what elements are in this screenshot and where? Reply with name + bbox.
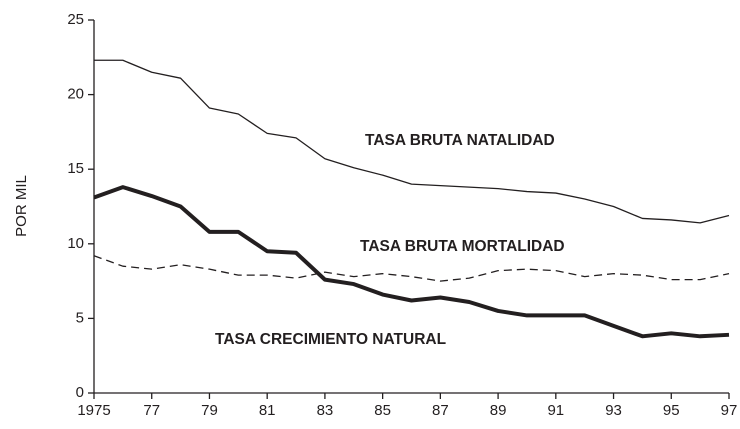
x-tick-label: 1975 — [77, 402, 110, 419]
x-tick-label: 77 — [143, 402, 160, 419]
y-tick-label: 5 — [76, 309, 84, 326]
y-tick-label: 0 — [76, 384, 84, 401]
y-tick-label: 15 — [67, 160, 84, 177]
y-tick-label: 25 — [67, 11, 84, 28]
y-axis-label: POR MIL — [13, 175, 30, 237]
x-tick-label: 95 — [663, 402, 680, 419]
x-tick-label: 85 — [374, 402, 391, 419]
x-tick-label: 91 — [547, 402, 564, 419]
x-tick-label: 97 — [721, 402, 738, 419]
y-tick-label: 20 — [67, 86, 84, 103]
x-tick-label: 87 — [432, 402, 449, 419]
series-line — [93, 185, 730, 339]
series-label: TASA BRUTA MORTALIDAD — [360, 238, 565, 255]
x-tick-label: 89 — [490, 402, 507, 419]
x-tick-label: 81 — [259, 402, 276, 419]
x-tick-label: 83 — [317, 402, 334, 419]
series-label: TASA CRECIMIENTO NATURAL — [215, 331, 446, 348]
x-tick-label: 79 — [201, 402, 218, 419]
x-tick-label: 93 — [605, 402, 622, 419]
series-line — [94, 59, 730, 224]
series-line — [93, 255, 730, 282]
y-tick-label: 10 — [67, 235, 84, 252]
series-label: TASA BRUTA NATALIDAD — [365, 132, 555, 149]
